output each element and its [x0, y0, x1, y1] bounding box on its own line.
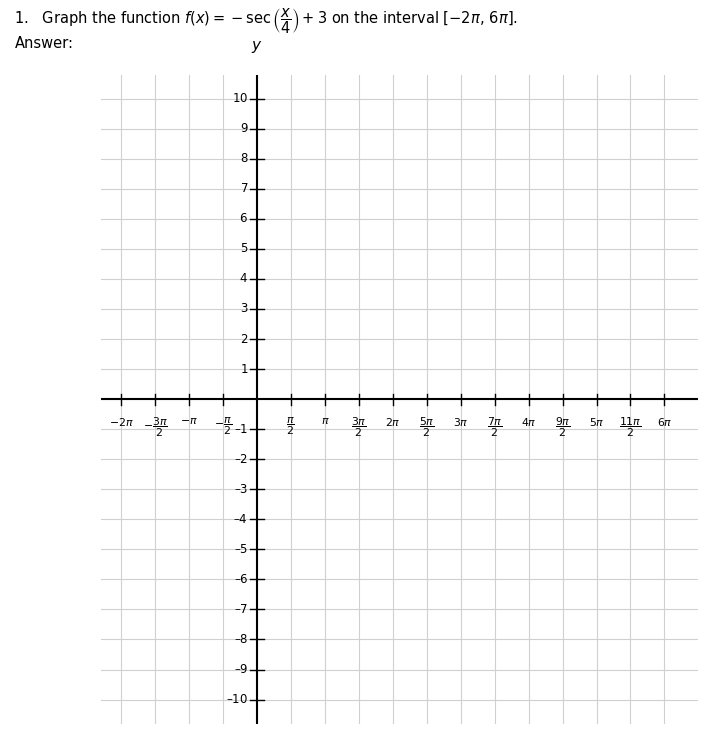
Text: $10$: $10$ — [232, 93, 248, 105]
Text: $5$: $5$ — [240, 242, 248, 255]
Text: $6$: $6$ — [240, 213, 248, 225]
Text: ${–}4$: ${–}4$ — [233, 513, 248, 526]
Text: ${–}8$: ${–}8$ — [234, 633, 248, 646]
Text: $4$: $4$ — [239, 272, 248, 286]
Text: $-\dfrac{3\pi}{2}$: $-\dfrac{3\pi}{2}$ — [143, 416, 168, 439]
Text: $5\pi$: $5\pi$ — [589, 416, 604, 427]
Text: ${–}5$: ${–}5$ — [234, 543, 248, 556]
Text: ${–}10$: ${–}10$ — [226, 693, 248, 706]
Text: $7$: $7$ — [240, 182, 248, 195]
Text: $8$: $8$ — [240, 152, 248, 165]
Text: $9$: $9$ — [240, 122, 248, 135]
Text: $\dfrac{3\pi}{2}$: $\dfrac{3\pi}{2}$ — [351, 416, 366, 439]
Text: ${–}9$: ${–}9$ — [234, 663, 248, 676]
Text: $2\pi$: $2\pi$ — [385, 416, 400, 427]
Text: ${–}2$: ${–}2$ — [234, 453, 248, 466]
Text: Answer:: Answer: — [14, 36, 73, 51]
Text: ${–}1$: ${–}1$ — [234, 423, 248, 436]
Text: $2$: $2$ — [240, 333, 248, 345]
Text: $-\pi$: $-\pi$ — [180, 416, 198, 426]
Text: 1.   Graph the function $f(x) = -\sec\left(\dfrac{x}{4}\right) + 3$ on the inter: 1. Graph the function $f(x) = -\sec\left… — [14, 6, 518, 36]
Text: ${–}7$: ${–}7$ — [234, 603, 248, 616]
Text: $y$: $y$ — [251, 39, 263, 55]
Text: $6\pi$: $6\pi$ — [657, 416, 672, 427]
Text: $\dfrac{\pi}{2}$: $\dfrac{\pi}{2}$ — [287, 416, 295, 437]
Text: $-\dfrac{\pi}{2}$: $-\dfrac{\pi}{2}$ — [214, 416, 232, 437]
Text: $\dfrac{9\pi}{2}$: $\dfrac{9\pi}{2}$ — [555, 416, 570, 439]
Text: $1$: $1$ — [240, 363, 248, 375]
Text: $4\pi$: $4\pi$ — [521, 416, 536, 427]
Text: ${–}6$: ${–}6$ — [233, 573, 248, 586]
Text: $-2\pi$: $-2\pi$ — [109, 416, 133, 427]
Text: $3\pi$: $3\pi$ — [453, 416, 469, 427]
Text: $\dfrac{11\pi}{2}$: $\dfrac{11\pi}{2}$ — [619, 416, 642, 439]
Text: $\dfrac{5\pi}{2}$: $\dfrac{5\pi}{2}$ — [419, 416, 435, 439]
Text: $\dfrac{7\pi}{2}$: $\dfrac{7\pi}{2}$ — [487, 416, 503, 439]
Text: ${–}3$: ${–}3$ — [234, 483, 248, 496]
Text: $3$: $3$ — [240, 302, 248, 316]
Text: $\pi$: $\pi$ — [320, 416, 329, 426]
